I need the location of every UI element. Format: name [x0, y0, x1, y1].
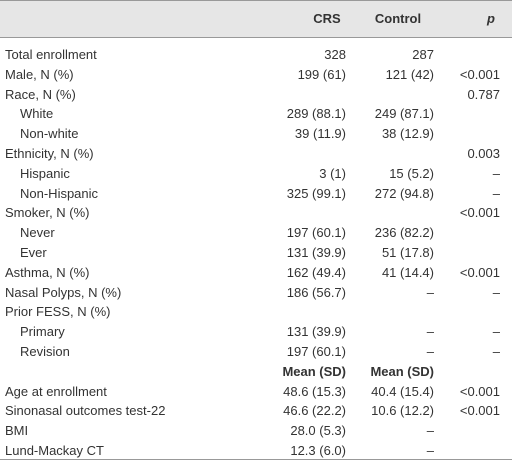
cell-value: <0.001 — [459, 66, 500, 82]
column-header: CRS — [313, 11, 341, 26]
cell-value: – — [426, 324, 434, 340]
cell-value: 325 (99.1) — [286, 185, 346, 201]
subheader: Mean (SD) — [282, 363, 346, 379]
cell-value: 186 (56.7) — [286, 284, 346, 300]
cell-value: 15 (5.2) — [389, 165, 434, 181]
row-label: Non-white — [20, 126, 79, 142]
row-label: Ever — [20, 245, 47, 260]
cell-value: – — [492, 344, 500, 359]
cell-value: – — [426, 443, 434, 458]
cell-value: 51 (17.8) — [381, 245, 434, 260]
row-label: Primary — [20, 324, 65, 340]
column-header: p — [487, 11, 495, 26]
cell-value: 131 (39.9) — [286, 324, 346, 340]
row-label: Male, N (%) — [5, 66, 74, 82]
cell-value: <0.001 — [459, 403, 500, 419]
cell-value: 328 — [324, 47, 346, 62]
cell-value: 236 (82.2) — [374, 225, 434, 241]
cell-value: – — [492, 324, 500, 340]
row-label: Smoker, N (%) — [5, 205, 90, 221]
cell-value: 0.003 — [467, 146, 500, 161]
cell-value: 3 (1) — [319, 165, 346, 181]
cell-value: 197 (60.1) — [286, 344, 346, 359]
cell-value: 38 (12.9) — [381, 126, 434, 142]
cell-value: 28.0 (5.3) — [290, 423, 346, 439]
cell-value: – — [492, 165, 500, 181]
cell-value: 287 — [412, 47, 434, 62]
row-label: Lund-Mackay CT — [5, 443, 104, 458]
row-label: Asthma, N (%) — [5, 264, 90, 280]
cell-value: – — [426, 284, 434, 300]
row-label: Prior FESS, N (%) — [5, 304, 111, 320]
cell-value: 131 (39.9) — [286, 245, 346, 260]
row-label: Non-Hispanic — [20, 185, 99, 201]
cell-value: 272 (94.8) — [374, 185, 434, 201]
cell-value: 289 (88.1) — [286, 106, 346, 122]
cell-value: 39 (11.9) — [294, 126, 346, 142]
subheader: Mean (SD) — [370, 363, 434, 379]
header-row — [0, 0, 512, 38]
bottom-rule — [0, 459, 512, 460]
cell-value: 0.787 — [467, 86, 500, 102]
row-label: BMI — [5, 423, 29, 439]
row-label: Never — [20, 225, 55, 241]
row-label: White — [20, 106, 54, 122]
row-label: Ethnicity, N (%) — [5, 146, 94, 161]
cell-value: 48.6 (15.3) — [283, 383, 346, 399]
cell-value: 197 (60.1) — [286, 225, 346, 241]
cell-value: – — [426, 344, 434, 359]
cell-value: 10.6 (12.2) — [371, 403, 434, 419]
cell-value: 199 (61) — [297, 66, 346, 82]
cell-value: <0.001 — [459, 264, 500, 280]
cell-value: – — [426, 423, 434, 439]
cell-value: 162 (49.4) — [286, 264, 346, 280]
cell-value: 46.6 (22.2) — [283, 403, 346, 419]
cell-value: – — [492, 185, 500, 201]
row-label: Nasal Polyps, N (%) — [5, 284, 122, 300]
row-label: Revision — [20, 344, 70, 359]
column-header: Control — [374, 11, 422, 26]
row-label: Race, N (%) — [5, 86, 76, 102]
cell-value: 12.3 (6.0) — [290, 443, 346, 458]
cell-value: <0.001 — [459, 383, 500, 399]
row-label: Hispanic — [20, 165, 70, 181]
cell-value: <0.001 — [459, 205, 500, 221]
cell-value: 121 (42) — [385, 66, 434, 82]
row-label: Total enrollment — [5, 47, 97, 62]
row-label: Age at enrollment — [5, 383, 107, 399]
cell-value: 249 (87.1) — [374, 106, 434, 122]
row-label: Sinonasal outcomes test-22 — [5, 403, 166, 419]
cell-value: – — [492, 284, 500, 300]
cell-value: 40.4 (15.4) — [371, 383, 434, 399]
cell-value: 41 (14.4) — [381, 264, 434, 280]
